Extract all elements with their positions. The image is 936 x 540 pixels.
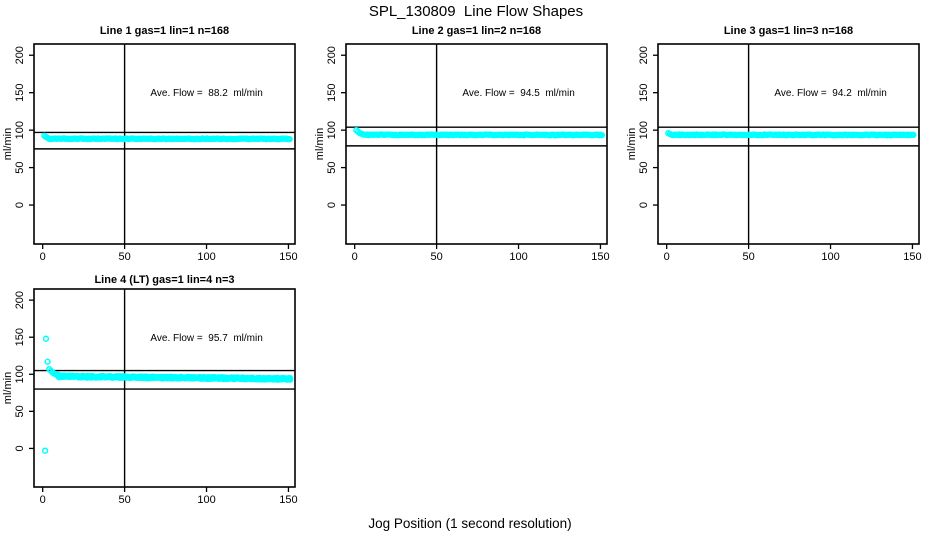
y-tick-label: 150 bbox=[14, 328, 26, 346]
flow-data-point bbox=[598, 132, 606, 139]
y-tick-label: 0 bbox=[326, 202, 338, 208]
panel-3: 0 50 100 150 0 50 100 150 200 bbox=[638, 43, 922, 263]
x-tick-label: 150 bbox=[903, 251, 921, 263]
flow-data-point bbox=[910, 131, 917, 138]
y-tick-label: 50 bbox=[14, 405, 26, 417]
flow-data-point bbox=[41, 447, 49, 454]
y-tick-label: 50 bbox=[638, 161, 650, 173]
plot-box bbox=[345, 43, 608, 245]
x-tick-label: 0 bbox=[352, 251, 358, 263]
flow-data-point bbox=[44, 358, 51, 365]
plot-box bbox=[33, 43, 296, 245]
panel-2-y-axis-label: ml/min bbox=[314, 128, 326, 160]
x-tick-label: 50 bbox=[742, 251, 754, 263]
plot-box bbox=[33, 288, 296, 488]
panel-1-ave-flow-annotation: Ave. Flow = 88.2 ml/min bbox=[150, 88, 262, 99]
x-tick-label: 150 bbox=[279, 494, 297, 506]
panel-1: 0 50 100 150 0 50 100 150 200 bbox=[14, 43, 298, 263]
y-tick-label: 0 bbox=[14, 202, 26, 208]
panel-3-ave-flow-annotation: Ave. Flow = 94.2 ml/min bbox=[774, 88, 886, 99]
panel-1-y-axis-label: ml/min bbox=[2, 128, 14, 160]
panel-4: 0 50 100 150 0 50 100 150 200 bbox=[14, 288, 298, 506]
y-tick-label: 200 bbox=[14, 46, 26, 64]
panel-1-title: Line 1 gas=1 lin=1 n=168 bbox=[100, 25, 229, 37]
plot-panels: 0 50 100 150 0 50 100 150 200 0 50 100 150 0 50 100 150 2… bbox=[14, 43, 922, 506]
y-tick-label: 100 bbox=[14, 121, 26, 139]
x-tick-label: 0 bbox=[40, 494, 46, 506]
x-tick-label: 50 bbox=[430, 251, 442, 263]
x-tick-label: 50 bbox=[118, 494, 130, 506]
flow-data-point bbox=[96, 373, 103, 380]
y-tick-label: 200 bbox=[326, 46, 338, 64]
plot-box bbox=[657, 43, 920, 245]
x-tick-label: 100 bbox=[509, 251, 527, 263]
panel-2-title: Line 2 gas=1 lin=2 n=168 bbox=[412, 25, 541, 37]
panel-2-ave-flow-annotation: Ave. Flow = 94.5 ml/min bbox=[462, 88, 574, 99]
x-tick-label: 0 bbox=[664, 251, 670, 263]
x-tick-label: 150 bbox=[279, 251, 297, 263]
x-tick-label: 100 bbox=[821, 251, 839, 263]
flow-data-point bbox=[286, 375, 294, 382]
flow-data-point bbox=[286, 135, 293, 143]
y-tick-label: 150 bbox=[326, 84, 338, 102]
x-tick-label: 0 bbox=[40, 251, 46, 263]
y-tick-label: 0 bbox=[638, 202, 650, 208]
y-tick-label: 100 bbox=[638, 121, 650, 139]
x-tick-label: 100 bbox=[197, 251, 215, 263]
panel-4-title: Line 4 (LT) gas=1 lin=4 n=3 bbox=[94, 274, 234, 286]
flow-data-point bbox=[234, 374, 241, 381]
y-tick-label: 150 bbox=[14, 84, 26, 102]
y-tick-label: 50 bbox=[326, 161, 338, 173]
x-tick-label: 50 bbox=[118, 251, 130, 263]
y-tick-label: 100 bbox=[326, 121, 338, 139]
y-tick-label: 0 bbox=[14, 445, 26, 451]
panel-4-y-axis-label: ml/min bbox=[2, 372, 14, 404]
flow-data-point bbox=[153, 374, 160, 381]
main-title: SPL_130809 Line Flow Shapes bbox=[369, 3, 583, 20]
x-axis-label: Jog Position (1 second resolution) bbox=[368, 516, 571, 531]
y-tick-label: 50 bbox=[14, 161, 26, 173]
flow-data-point bbox=[42, 335, 50, 342]
y-tick-label: 200 bbox=[638, 46, 650, 64]
panel-3-title: Line 3 gas=1 lin=3 n=168 bbox=[724, 25, 853, 37]
x-tick-label: 100 bbox=[197, 494, 215, 506]
y-tick-label: 100 bbox=[14, 365, 26, 383]
x-tick-label: 150 bbox=[591, 251, 609, 263]
panel-3-y-axis-label: ml/min bbox=[626, 128, 638, 160]
y-tick-label: 150 bbox=[638, 84, 650, 102]
y-tick-label: 200 bbox=[14, 291, 26, 309]
panel-2: 0 50 100 150 0 50 100 150 200 bbox=[326, 43, 610, 263]
panel-4-ave-flow-annotation: Ave. Flow = 95.7 ml/min bbox=[150, 333, 262, 344]
flow-data-point bbox=[86, 373, 94, 380]
